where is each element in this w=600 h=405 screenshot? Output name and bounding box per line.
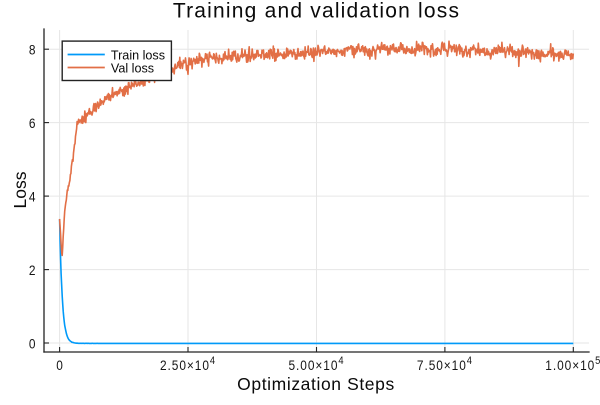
svg-text:5.00×104: 5.00×104 <box>289 355 345 373</box>
svg-text:2: 2 <box>29 262 36 278</box>
svg-text:Optimization Steps: Optimization Steps <box>237 374 395 394</box>
svg-text:7.50×104: 7.50×104 <box>417 355 473 373</box>
svg-text:2.50×104: 2.50×104 <box>160 355 216 373</box>
svg-text:8: 8 <box>29 42 36 58</box>
svg-text:Training and validation loss: Training and validation loss <box>173 0 460 23</box>
svg-text:Loss: Loss <box>10 171 30 208</box>
svg-text:Val loss: Val loss <box>111 61 154 75</box>
svg-text:0: 0 <box>29 335 36 351</box>
svg-text:4: 4 <box>29 189 36 205</box>
svg-text:Train loss: Train loss <box>111 48 165 62</box>
svg-text:1.00×105: 1.00×105 <box>545 355 600 373</box>
svg-text:0: 0 <box>56 357 63 373</box>
svg-text:6: 6 <box>29 115 36 131</box>
